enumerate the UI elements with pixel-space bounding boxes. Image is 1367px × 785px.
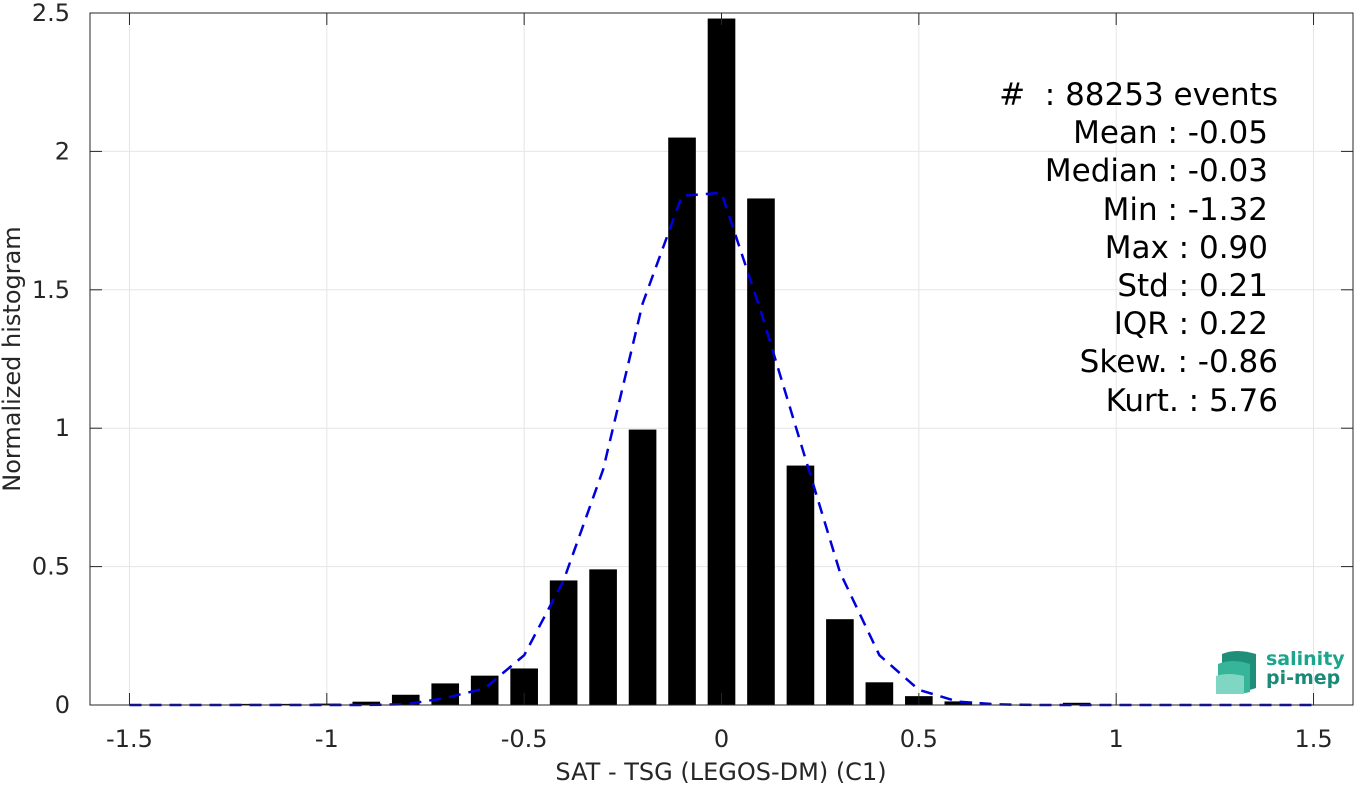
x-tick-label: 0 [714,725,729,753]
stat-mean: Mean : -0.05 [1073,115,1268,152]
y-axis-label: Normalized histogram [0,226,26,491]
y-tick-label: 1 [55,414,70,442]
stat-events: # : 88253 events [999,77,1278,113]
stat-iqr: IQR : 0.22 [1113,306,1268,343]
histogram-bar [352,701,381,705]
y-tick-label: 2.5 [32,0,70,27]
stat-median: Median : -0.03 [1044,153,1268,190]
stat-kurt: Kurt. : 5.76 [1105,382,1278,419]
histogram-bar [1062,702,1091,705]
histogram-bar [747,198,775,705]
histogram-bar [826,619,854,705]
statistics-box: # : 88253 events Mean : -0.05 Median : -… [980,76,1280,420]
x-tick-label: -1 [315,725,339,753]
x-tick-label: 1 [1109,725,1124,753]
x-axis-label: SAT - TSG (LEGOS-DM) (C1) [555,758,886,785]
axes [89,12,1354,706]
salinity-pimep-logo: salinity pi-mep [1216,646,1346,696]
histogram-bar [549,580,578,705]
y-tick-labels: 0 0.5 1 1.5 2 2.5 [32,0,70,719]
logo-text-pimep: pi-mep [1266,667,1341,689]
logo-text-salinity: salinity [1266,648,1345,670]
histogram-bar [628,429,657,705]
histogram-bar [589,569,617,705]
y-tick-label: 1.5 [32,276,70,304]
stat-max: Max : 0.90 [1104,229,1268,266]
x-tick-label: 0.5 [900,725,938,753]
y-tick-label: 0 [55,691,70,719]
histogram-bar [865,682,894,705]
histogram-bar [944,701,973,705]
x-tick-label: 1.5 [1294,725,1332,753]
histogram-bar [668,137,696,705]
histogram-bar [431,683,460,705]
x-tick-label: -1.5 [106,725,153,753]
x-tick-label: -0.5 [501,725,548,753]
histogram-bar [273,703,302,705]
histogram-bar [234,703,262,705]
y-tick-label: 2 [55,137,70,165]
histogram-bar [391,694,420,705]
histogram-bar [707,18,736,705]
wave-logo-icon [1216,651,1256,694]
y-tick-label: 0.5 [32,553,70,581]
stat-min: Min : -1.32 [1102,191,1268,228]
histogram-bar [786,465,815,705]
stat-skew: Skew. : -0.86 [1079,344,1278,381]
stat-std: Std : 0.21 [1117,268,1268,305]
x-tick-labels: -1.5 -1 -0.5 0 0.5 1 1.5 [106,725,1333,753]
histogram-bars [234,18,1091,705]
